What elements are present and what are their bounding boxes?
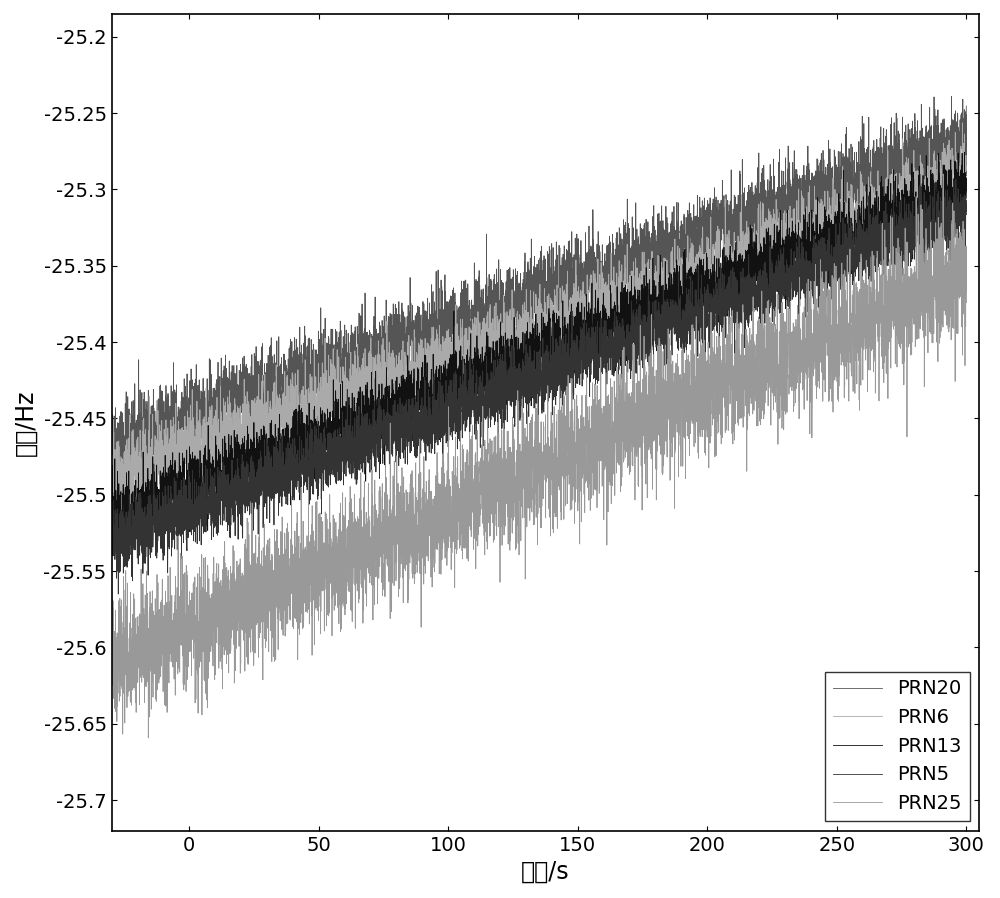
PRN25 (937, 169, 949, 180)
PRN25 (209, 577, 221, 588)
PRN13 (106, 509, 118, 520)
X-axis label: 时间/s: 时间/s (521, 860, 570, 885)
PRN5 (112, 589, 124, 600)
PRN6 (460, 355, 472, 365)
PRN13 (655, 321, 667, 332)
PRN6 (300, 416, 312, 427)
PRN25 (142, 733, 154, 744)
PRN20 (300, 387, 312, 398)
PRN5 (567, 348, 579, 358)
PRN20 (946, 91, 958, 101)
Line: PRN5: PRN5 (112, 180, 966, 594)
Line: PRN13: PRN13 (112, 153, 966, 553)
Line: PRN6: PRN6 (112, 123, 966, 531)
PRN13 (209, 480, 221, 490)
PRN25 (960, 297, 972, 308)
PRN5 (443, 392, 455, 402)
Line: PRN20: PRN20 (112, 96, 966, 498)
PRN6 (956, 118, 968, 128)
PRN25 (300, 549, 312, 559)
PRN6 (114, 525, 126, 536)
PRN25 (460, 463, 472, 474)
PRN6 (960, 164, 972, 175)
Y-axis label: 频率/Hz: 频率/Hz (14, 389, 38, 455)
PRN13 (443, 372, 455, 383)
PRN20 (655, 226, 667, 237)
PRN25 (443, 401, 455, 412)
PRN20 (567, 319, 579, 330)
PRN13 (136, 548, 148, 559)
PRN6 (209, 436, 221, 446)
PRN5 (300, 434, 312, 445)
PRN25 (567, 426, 579, 436)
PRN20 (960, 101, 972, 111)
PRN20 (209, 390, 221, 401)
PRN5 (209, 467, 221, 478)
PRN5 (460, 382, 472, 392)
PRN6 (443, 366, 455, 377)
PRN5 (106, 503, 118, 514)
PRN13 (958, 147, 970, 158)
PRN25 (106, 666, 118, 677)
PRN13 (960, 185, 972, 196)
Line: PRN25: PRN25 (112, 174, 966, 738)
PRN6 (567, 308, 579, 319)
PRN20 (443, 333, 455, 344)
Legend: PRN20, PRN6, PRN13, PRN5, PRN25: PRN20, PRN6, PRN13, PRN5, PRN25 (825, 672, 970, 821)
PRN5 (655, 310, 667, 321)
PRN25 (655, 449, 667, 460)
PRN13 (460, 369, 472, 380)
PRN13 (300, 436, 312, 447)
PRN20 (106, 431, 118, 442)
PRN13 (567, 339, 579, 350)
PRN6 (106, 500, 118, 511)
PRN6 (655, 305, 667, 316)
PRN20 (460, 307, 472, 318)
PRN20 (139, 493, 151, 504)
PRN5 (960, 209, 972, 220)
PRN5 (950, 174, 962, 185)
